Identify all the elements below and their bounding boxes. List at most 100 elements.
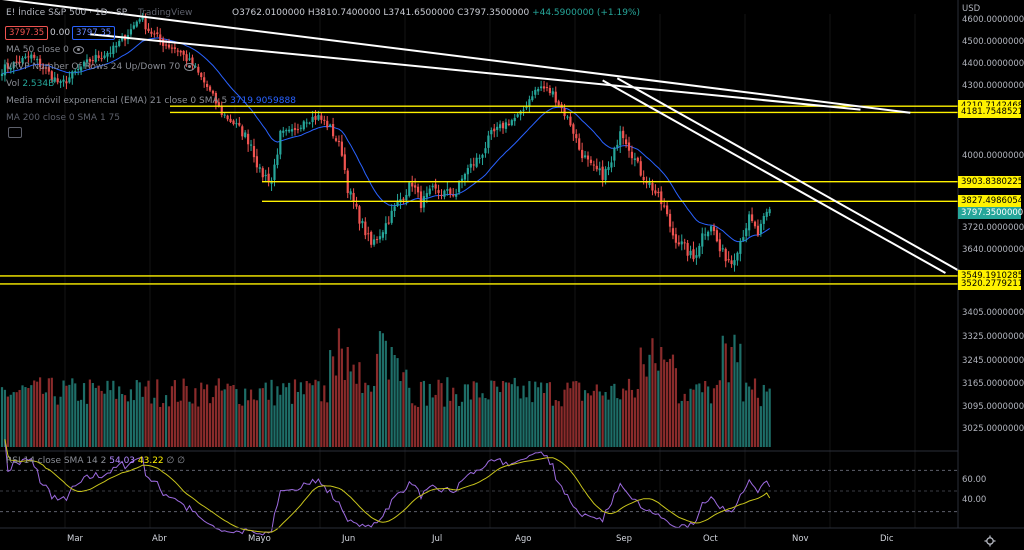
volume-bar <box>622 388 625 447</box>
candle <box>414 178 417 195</box>
indicator-ema[interactable]: Media móvil exponencial (EMA) 21 close 0… <box>6 96 296 106</box>
volume-bar <box>581 400 584 447</box>
price-tick-label: 3095.0000000 <box>962 402 1024 412</box>
trendline[interactable] <box>616 77 964 274</box>
time-tick-label: Jul <box>432 534 443 544</box>
gear-icon[interactable] <box>984 535 996 547</box>
candle <box>71 70 74 85</box>
price-tick-label: 4600.0000000 <box>962 15 1024 25</box>
candle <box>390 204 393 225</box>
candle <box>709 225 713 236</box>
indicator-rsi[interactable]: RSI 14 close SMA 14 2 54.03 43.22 ∅ ∅ <box>6 456 185 466</box>
volume-bar <box>648 354 651 447</box>
candle <box>311 110 314 128</box>
volume-bar <box>264 382 267 447</box>
candle <box>748 211 751 237</box>
volume-bar <box>270 379 273 447</box>
candle <box>18 55 21 68</box>
sell-button[interactable]: 3797.35 <box>5 26 49 40</box>
volume-bar <box>733 334 736 447</box>
level-tag: 3903.8380225 <box>958 175 1023 188</box>
symbol-title[interactable]: E! Índice S&P 500 · 1D · SP <box>6 8 127 18</box>
volume-bar <box>651 338 654 447</box>
volume-bars <box>0 328 771 447</box>
volume-bar <box>686 401 689 447</box>
volume-bar <box>361 392 364 447</box>
candle <box>293 122 297 136</box>
candle <box>689 245 692 259</box>
candle <box>663 198 666 209</box>
volume-bar <box>123 395 127 447</box>
candle <box>551 87 554 98</box>
candle <box>106 51 109 63</box>
volume-bar <box>329 350 332 447</box>
candle <box>402 196 405 205</box>
candle <box>375 236 379 244</box>
price-tick-label: 3025.0000000 <box>962 424 1024 434</box>
candle <box>38 55 42 71</box>
trendline[interactable] <box>89 33 861 111</box>
price-tick-label: 3245.0000000 <box>962 356 1024 366</box>
candle <box>305 118 308 128</box>
indicator-vrvp[interactable]: VRVP Number Of Rows 24 Up/Down 70 <box>6 62 196 72</box>
candle <box>27 51 30 63</box>
volume-bar <box>434 394 437 447</box>
horizontal-levels[interactable] <box>0 105 958 285</box>
collapse-icon[interactable] <box>8 127 22 138</box>
candle <box>466 164 469 182</box>
trendline[interactable] <box>602 79 946 274</box>
candle <box>455 188 458 200</box>
candle <box>528 95 531 113</box>
candle <box>428 185 431 197</box>
price-tick-label: 4000.0000000 <box>962 151 1024 161</box>
volume-bar <box>718 380 721 447</box>
volume-bar <box>299 382 302 447</box>
volume-bar <box>727 382 730 447</box>
buy-button[interactable]: 3797.35 <box>72 26 116 40</box>
indicator-vol[interactable]: Vol 2.534B <box>6 79 54 89</box>
volume-bar <box>484 398 487 447</box>
price-tick-label: 3720.0000000 <box>962 223 1024 233</box>
volume-bar <box>689 388 692 447</box>
volume-bar <box>460 401 464 447</box>
volume-bar <box>660 347 663 447</box>
volume-bar <box>65 385 68 447</box>
candle <box>44 63 48 75</box>
eye-icon[interactable] <box>72 45 84 54</box>
volume-bar <box>82 383 86 447</box>
volume-bar <box>364 382 367 447</box>
volume-bar <box>331 356 335 447</box>
volume-bar <box>285 387 288 447</box>
volume-bar <box>144 386 147 447</box>
volume-bar <box>33 380 36 447</box>
trendlines[interactable] <box>1 0 964 274</box>
candle <box>636 156 639 164</box>
candle <box>41 62 45 75</box>
volume-bar <box>416 406 420 447</box>
candle <box>753 220 757 229</box>
candle <box>159 28 162 46</box>
candle <box>633 152 636 167</box>
candle <box>129 23 133 37</box>
indicator-ma[interactable]: MA 50 close 0 <box>6 45 84 55</box>
candle <box>499 120 502 132</box>
candle <box>504 118 508 133</box>
candle <box>302 120 305 131</box>
volume-bar <box>607 399 610 447</box>
volume-bar <box>255 400 259 447</box>
volume-bar <box>6 396 9 447</box>
candle <box>56 73 59 85</box>
volume-bar <box>463 384 467 447</box>
volume-bar <box>88 379 91 447</box>
volume-bar <box>663 359 666 447</box>
rsi-signal-line <box>4 439 771 533</box>
trendline[interactable] <box>1 0 911 114</box>
eye-icon[interactable] <box>184 62 196 71</box>
volume-bar <box>384 340 387 447</box>
indicator-ma2[interactable]: MA 200 close 0 SMA 1 75 <box>6 113 120 123</box>
candle <box>132 21 135 30</box>
candle <box>47 62 50 75</box>
volume-bar <box>572 381 575 447</box>
candle <box>367 226 370 242</box>
